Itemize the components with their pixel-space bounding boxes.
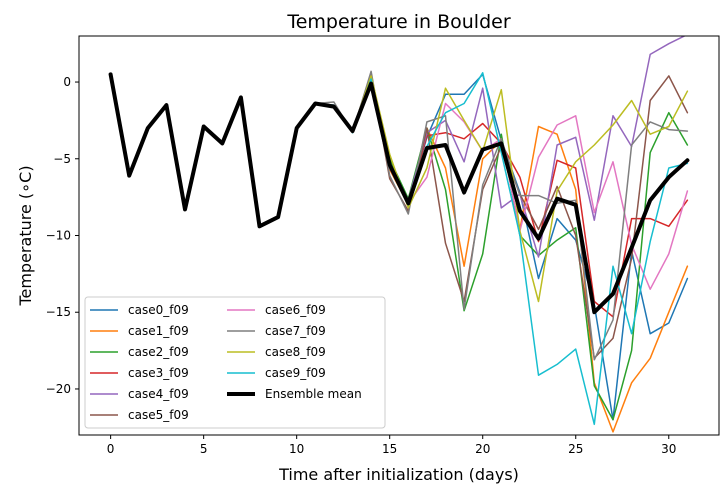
- x-tick-label: 0: [107, 442, 115, 456]
- legend-label-case7-f09: case7_f09: [265, 324, 326, 338]
- y-tick-label: 0: [63, 75, 71, 89]
- series-line-ensemble-mean: [108, 72, 690, 315]
- x-axis-label: Time after initialization (days): [278, 465, 519, 484]
- legend-label-case6-f09: case6_f09: [265, 303, 326, 317]
- legend-label-ensemble-mean: Ensemble mean: [265, 387, 362, 401]
- legend-label-case0-f09: case0_f09: [128, 303, 189, 317]
- y-tick-label: −15: [46, 305, 71, 319]
- x-tick-label: 5: [200, 442, 208, 456]
- legend-box: [84, 296, 386, 429]
- x-tick-label: 25: [568, 442, 583, 456]
- x-axis: 0 5 10 15 20 25 30: [107, 435, 676, 456]
- y-tick-label: −5: [53, 152, 71, 166]
- chart-title: Temperature in Boulder: [286, 11, 510, 33]
- legend-label-case3-f09: case3_f09: [128, 366, 189, 380]
- x-tick-label: 30: [661, 442, 676, 456]
- legend-label-case5-f09: case5_f09: [128, 408, 189, 422]
- x-tick-label: 15: [382, 442, 397, 456]
- y-tick-label: −20: [46, 382, 71, 396]
- y-axis: 0 −5 −10 −15 −20: [46, 75, 79, 396]
- legend: case0_f09case1_f09case2_f09case3_f09case…: [84, 296, 386, 429]
- y-axis-label: Temperature (∘C): [16, 165, 35, 306]
- x-tick-label: 10: [289, 442, 304, 456]
- legend-label-case1-f09: case1_f09: [128, 324, 189, 338]
- legend-label-case4-f09: case4_f09: [128, 387, 189, 401]
- legend-label-case9-f09: case9_f09: [265, 366, 326, 380]
- legend-label-case8-f09: case8_f09: [265, 345, 326, 359]
- y-tick-label: −10: [46, 229, 71, 243]
- x-tick-label: 20: [475, 442, 490, 456]
- series-layer: [108, 36, 690, 433]
- legend-label-case2-f09: case2_f09: [128, 345, 189, 359]
